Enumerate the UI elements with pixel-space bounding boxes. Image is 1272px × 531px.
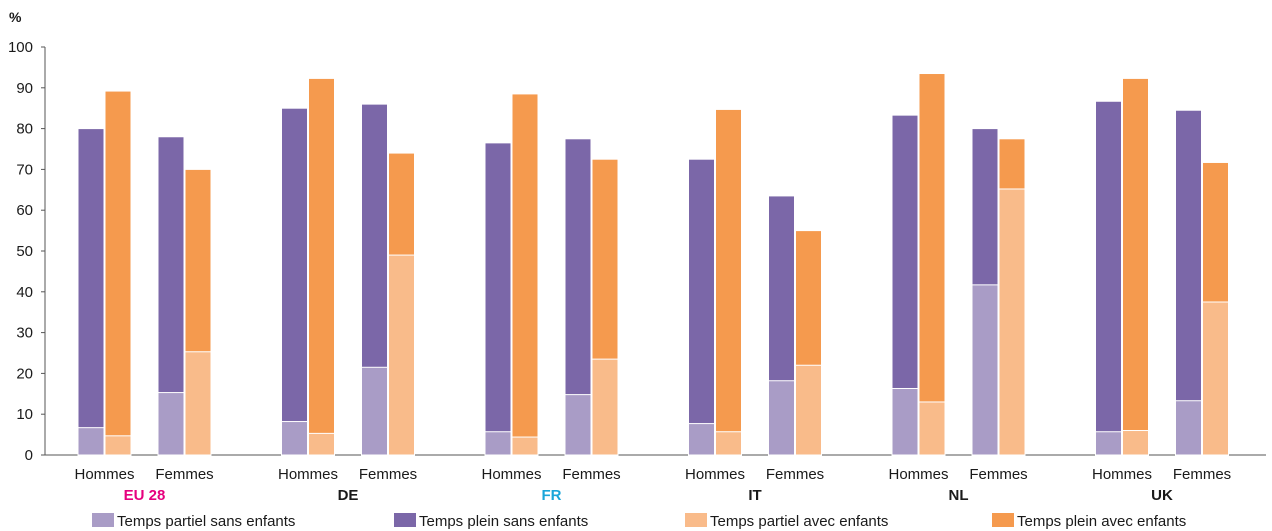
bar-part-with-children bbox=[715, 431, 742, 456]
gender-label: Hommes bbox=[481, 466, 541, 483]
y-axis: 0 10 20 30 40 50 60 70 80 90 100 bbox=[8, 39, 1266, 464]
bar-full-with-children bbox=[104, 90, 132, 456]
bar-part-no-children bbox=[688, 423, 715, 456]
country-label: UK bbox=[1151, 487, 1173, 504]
legend-swatch bbox=[992, 513, 1014, 527]
bar-full-with-children bbox=[715, 108, 742, 456]
country-label: IT bbox=[748, 487, 761, 504]
bar-part-with-children bbox=[591, 358, 619, 456]
country-label: DE bbox=[338, 487, 359, 504]
legend-swatch bbox=[92, 513, 114, 527]
legend-swatch bbox=[685, 513, 707, 527]
gender-label: Femmes bbox=[359, 466, 417, 483]
gender-label: Hommes bbox=[1092, 466, 1152, 483]
gender-label: Hommes bbox=[685, 466, 745, 483]
y-tick-label: 90 bbox=[16, 80, 33, 97]
y-tick-label: 60 bbox=[16, 202, 33, 219]
gender-label: Hommes bbox=[888, 466, 948, 483]
y-tick-label: 50 bbox=[16, 243, 33, 260]
y-tick-label: 20 bbox=[16, 365, 33, 382]
bar-part-no-children bbox=[1175, 400, 1202, 456]
bar-full-with-children bbox=[308, 77, 335, 456]
bar-full-with-children bbox=[918, 73, 946, 456]
bar-full-no-children bbox=[688, 158, 715, 456]
bar-part-with-children bbox=[511, 436, 539, 456]
bar-part-no-children bbox=[768, 380, 795, 456]
bar-part-no-children bbox=[484, 431, 512, 456]
gender-label: Femmes bbox=[155, 466, 213, 483]
bar-part-no-children bbox=[77, 427, 105, 456]
bar-part-no-children bbox=[361, 366, 388, 456]
country-label: EU 28 bbox=[124, 487, 166, 504]
y-tick-label: 0 bbox=[25, 447, 33, 464]
legend-swatch bbox=[394, 513, 416, 527]
bar-full-with-children bbox=[511, 93, 539, 456]
bar-full-no-children bbox=[1095, 100, 1122, 456]
bar-part-with-children bbox=[104, 435, 132, 456]
bar-part-no-children bbox=[971, 284, 999, 456]
y-unit-label: % bbox=[9, 9, 22, 25]
bar-part-with-children bbox=[795, 364, 822, 456]
bar-full-no-children bbox=[281, 107, 308, 456]
legend-label: Temps plein avec enfants bbox=[1017, 513, 1186, 530]
legend-label: Temps partiel avec enfants bbox=[710, 513, 888, 530]
y-tick-label: 30 bbox=[16, 325, 33, 342]
bar-part-with-children bbox=[1202, 301, 1229, 456]
bar-full-with-children bbox=[1122, 77, 1149, 456]
gender-label: Hommes bbox=[278, 466, 338, 483]
country-label: FR bbox=[542, 487, 562, 504]
bar-part-with-children bbox=[918, 401, 946, 456]
bar-part-no-children bbox=[281, 421, 308, 456]
bar-full-no-children bbox=[484, 142, 512, 456]
gender-label: Femmes bbox=[969, 466, 1027, 483]
y-tick-label: 100 bbox=[8, 39, 33, 56]
country-label: NL bbox=[949, 487, 969, 504]
gender-label: Femmes bbox=[562, 466, 620, 483]
y-tick-label: 70 bbox=[16, 161, 33, 178]
legend: Temps partiel sans enfants Temps plein sa… bbox=[92, 513, 1186, 530]
bar-part-with-children bbox=[1122, 430, 1149, 456]
legend-label: Temps plein sans enfants bbox=[419, 513, 588, 530]
gender-label: Femmes bbox=[1173, 466, 1231, 483]
gender-label: Hommes bbox=[74, 466, 134, 483]
gender-label: Femmes bbox=[766, 466, 824, 483]
bar-part-no-children bbox=[891, 387, 919, 456]
bar-part-with-children bbox=[998, 188, 1026, 456]
bar-full-no-children bbox=[77, 128, 105, 456]
legend-label: Temps partiel sans enfants bbox=[117, 513, 295, 530]
bar-full-no-children bbox=[1175, 109, 1202, 456]
bar-part-with-children bbox=[388, 254, 415, 456]
bar-part-with-children bbox=[308, 432, 335, 456]
bar-part-no-children bbox=[564, 394, 592, 456]
y-tick-label: 80 bbox=[16, 121, 33, 138]
bar-part-no-children bbox=[1095, 431, 1122, 456]
bars-layer bbox=[77, 73, 1229, 456]
y-tick-label: 40 bbox=[16, 284, 33, 301]
bar-part-with-children bbox=[184, 351, 212, 456]
y-tick-label: 10 bbox=[16, 406, 33, 423]
bar-part-no-children bbox=[157, 392, 185, 456]
